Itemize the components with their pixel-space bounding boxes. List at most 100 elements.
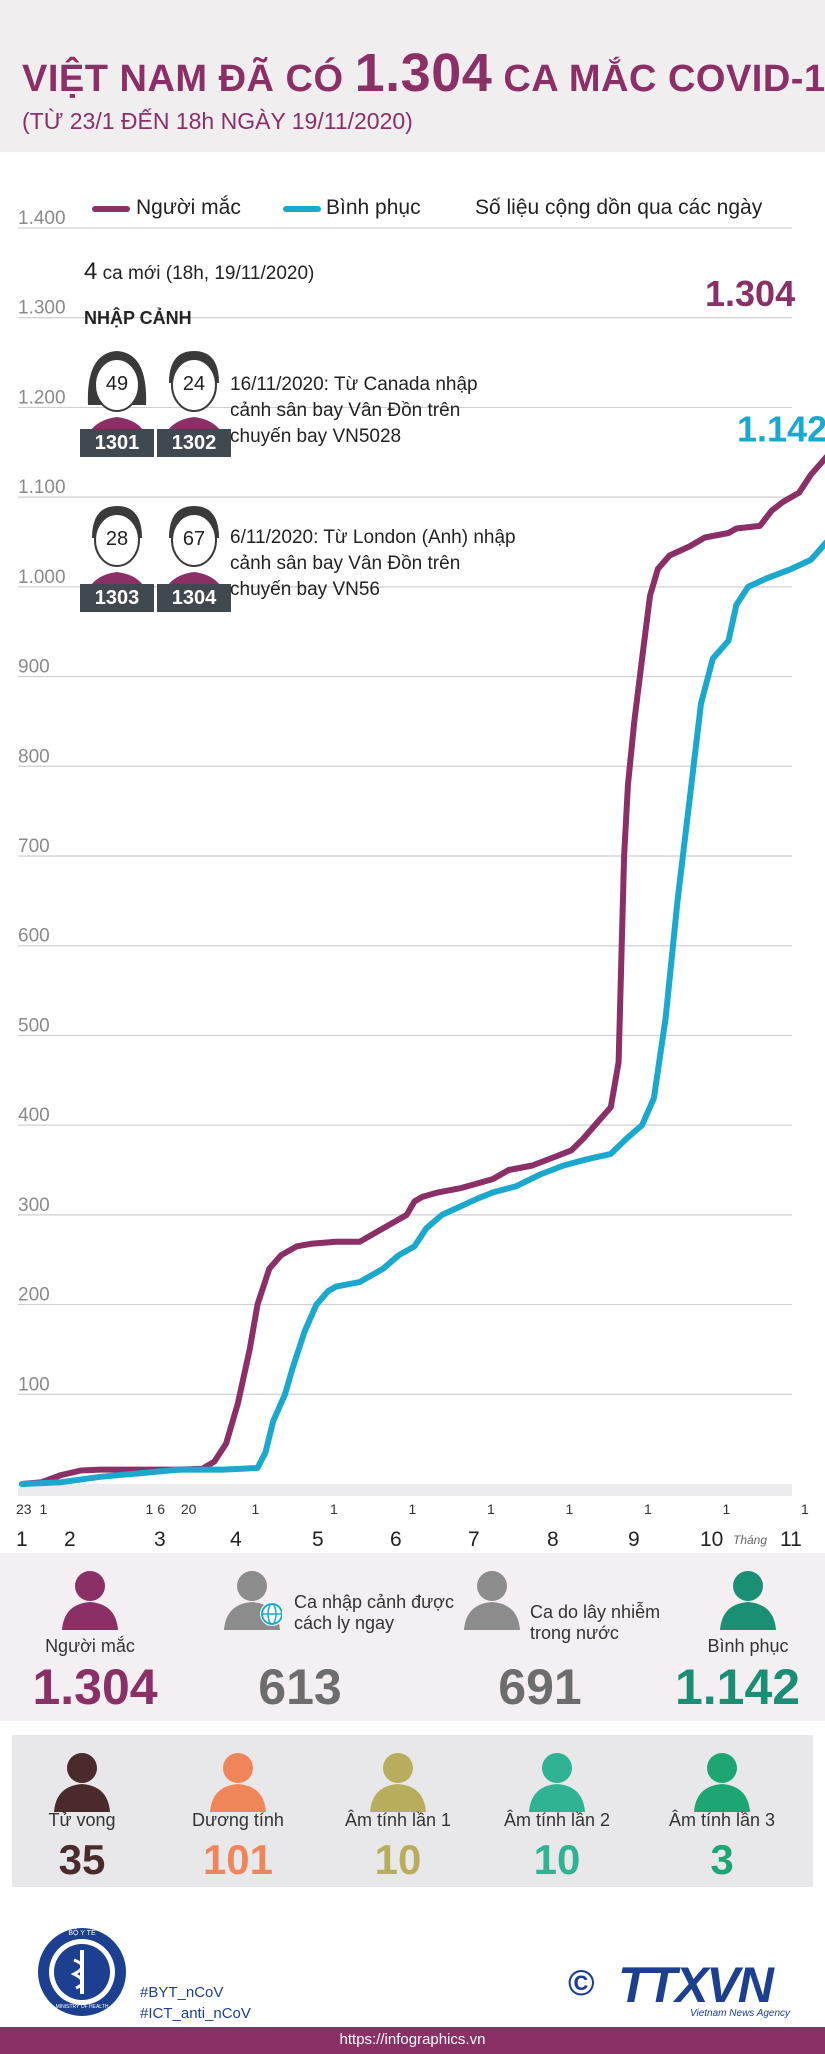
copyright-mark: © [568,1962,595,2003]
patient-id: 1301 [94,432,140,454]
cumulative-cases-chart: 100 200 300 400 500 600 700 800 900 1.000 1.100 1.2… [16,208,825,1550]
new-cases-count: 4 [84,258,98,285]
stat-label: Dương tính [192,1810,284,1830]
y-tick-label: 900 [18,657,50,678]
ttxvn-logo: TTXVN [618,1957,774,2013]
stat-icon [52,1750,112,1817]
moh-logo-bottom-text: MINISTRY OF HEALTH [55,2004,109,2010]
series-end-label-recovered: 1.142 [737,408,825,449]
y-tick-label: 200 [18,1285,50,1306]
x-month-label: 2 [64,1528,76,1550]
stat-icon [222,1568,284,1635]
stat-icon [462,1568,522,1635]
footer-bar [0,2027,825,2054]
x-month-label: 7 [468,1528,480,1550]
stat-label: Ca nhập cảnh được cách ly ngay [294,1592,454,1633]
x-day-label: 1 [330,1501,338,1517]
x-axis-title: Tháng [733,1533,767,1547]
x-month-label: 3 [154,1528,166,1550]
page-subtitle: (TỪ 23/1 ĐẾN 18h NGÀY 19/11/2020) [22,108,413,134]
stat-value: 3 [710,1836,734,1883]
y-tick-label: 300 [18,1195,50,1216]
patient-id: 1303 [94,587,140,609]
patient-avatar: 49 1301 [78,345,156,457]
stat-icon [60,1568,120,1635]
person-globe-icon [224,1571,284,1630]
stat-label: Âm tính lần 3 [668,1810,776,1830]
stat-label: Bình phục [707,1636,789,1656]
person-icon [694,1753,750,1812]
patient-age: 67 [182,528,206,550]
page-title: VIỆT NAM ĐÃ CÓ 1.304 CA MẮC COVID-19 [22,42,825,104]
patient-icon [157,506,231,612]
y-tick-label: 1.400 [18,208,66,229]
x-day-label: 1 [487,1501,495,1517]
stat-icon [208,1750,268,1817]
stats-primary-panel [0,1553,825,1721]
x-day-label: 1 [801,1501,809,1517]
patient-icon [80,351,154,457]
y-tick-label: 800 [18,746,50,767]
x-day-label: 1 [566,1501,574,1517]
stat-label: Âm tính lần 1 [344,1810,452,1830]
person-icon [464,1571,520,1630]
patient-id: 1304 [171,587,217,609]
x-day-label: 1 [723,1501,731,1517]
person-icon [62,1571,118,1630]
x-month-label: 1 [16,1528,28,1550]
x-day-label: 1 [409,1501,417,1517]
person-icon [370,1753,426,1812]
person-icon [720,1571,776,1630]
patient-icon [80,506,154,612]
x-axis-band [18,1484,792,1496]
patient-age: 49 [105,373,129,395]
patient-avatar: 67 1304 [155,500,233,612]
stat-value: 10 [374,1836,422,1883]
moh-logo-top-text: BỘ Y TẾ [68,1930,96,1937]
legend-cases-label: Người mắc [136,196,241,219]
moh-logo-graphic [49,1939,115,2005]
entry-note-1: 16/11/2020: Từ Canada nhập cảnh sân bay … [230,374,478,447]
x-month-label: 6 [390,1528,402,1550]
x-month-label: 11 [780,1528,802,1550]
y-tick-label: 1.300 [18,298,66,319]
x-month-label: 9 [628,1528,640,1550]
patient-age: 28 [105,528,129,550]
stat-label: Âm tính lần 2 [503,1810,611,1830]
y-tick-label: 1.100 [18,477,66,498]
chart-lines: 1.304 1.142 [19,273,825,1487]
stat-value: 691 [498,1659,582,1715]
stat-value: 101 [202,1836,274,1883]
legend-note: Số liệu cộng dồn qua các ngày [475,196,763,219]
y-tick-label: 700 [18,836,50,857]
stat-icon [718,1568,778,1635]
footer-url[interactable]: https://infographics.vn [339,2031,486,2048]
x-month-label: 4 [230,1528,242,1550]
ttxvn-sub: Vietnam News Agency [690,2008,791,2019]
y-tick-label: 600 [18,926,50,947]
stat-icon [368,1750,428,1817]
stat-icon [692,1750,752,1817]
y-tick-label: 1.000 [18,567,66,588]
stat-value: 35 [58,1836,106,1883]
new-cases-text: ca mới (18h, 19/11/2020) [102,263,315,284]
title-number: 1.304 [354,43,493,103]
x-month-label: 8 [547,1528,559,1550]
y-axis-ticks: 100 200 300 400 500 600 700 800 900 1.000 1.100 1.2… [18,208,66,1395]
y-tick-label: 400 [18,1105,50,1126]
hashtag-1: #BYT_nCoV [140,1984,224,2001]
legend-recovered-label: Bình phục [326,196,421,219]
person-icon [529,1753,585,1812]
stat-value: 1.304 [32,1659,158,1715]
x-month-label: 5 [312,1528,324,1550]
entry-heading: NHẬP CẢNH [84,308,192,328]
entry-note-2: 6/11/2020: Từ London (Anh) nhập cảnh sân… [230,527,516,600]
legend-cases-swatch [92,206,130,212]
y-tick-label: 100 [18,1374,50,1395]
y-tick-label: 1.200 [18,387,66,408]
legend-recovered-swatch [283,206,321,212]
series-line-cases [19,454,825,1487]
new-cases-note: 4 ca mới (18h, 19/11/2020) [84,258,314,286]
patient-icon [157,351,231,457]
